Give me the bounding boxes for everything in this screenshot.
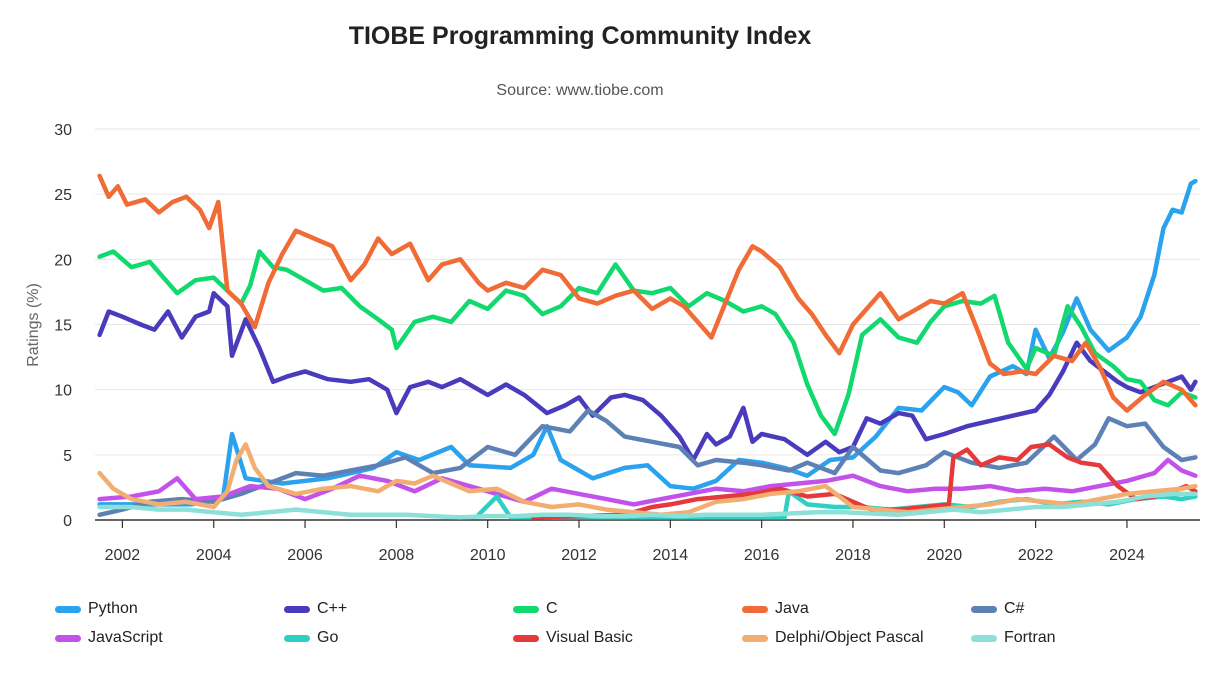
legend-item-delphi-object-pascal[interactable]: Delphi/Object Pascal [742, 625, 924, 651]
legend-item-fortran[interactable]: Fortran [971, 625, 1056, 651]
y-tick-label: 20 [54, 252, 72, 269]
legend-label: Delphi/Object Pascal [775, 629, 924, 646]
legend-item-go[interactable]: Go [284, 625, 338, 651]
legend-label: Python [88, 600, 138, 617]
series-line-visual-basic [531, 442, 1198, 520]
legend: Python C++ C Java C# JavaScript Go Visual Basic… [0, 596, 1217, 656]
legend-label: Visual Basic [546, 629, 633, 646]
legend-swatch [55, 634, 81, 642]
axis-layer: 0 5 10 15 20 25 30 2002 2004 2006 2008 2010 2012 2014… [54, 122, 1200, 564]
x-tick-label: 2008 [379, 547, 415, 564]
y-tick-label: 15 [54, 318, 72, 335]
plot-area: 0 5 10 15 20 25 30 2002 2004 2006 2008 2010 2012 2014… [25, 122, 1200, 564]
legend-swatch [742, 634, 768, 642]
series-line-c- [97, 408, 1198, 518]
x-tick-label: 2016 [744, 547, 780, 564]
legend-label: JavaScript [88, 629, 163, 646]
legend-label: C# [1004, 600, 1025, 617]
legend-label: Fortran [1004, 629, 1056, 646]
grid-layer [95, 128, 1200, 521]
series-line-python [97, 178, 1198, 507]
series-line-java [97, 173, 1198, 413]
x-tick-label: 2006 [287, 547, 323, 564]
legend-item-visual-basic[interactable]: Visual Basic [513, 625, 633, 651]
y-tick-label: 0 [63, 513, 72, 530]
legend-swatch [55, 605, 81, 613]
series-line-fortran [97, 491, 1198, 520]
x-tick-label: 2002 [105, 547, 141, 564]
series-line-delphi-object-pascal [97, 442, 1198, 518]
legend-swatch [284, 634, 310, 642]
legend-item-javascript[interactable]: JavaScript [55, 625, 163, 651]
legend-item-c[interactable]: C [513, 596, 558, 622]
legend-label: C [546, 600, 558, 617]
x-tick-label: 2014 [653, 547, 689, 564]
x-tick-label: 2012 [561, 547, 597, 564]
legend-swatch [284, 605, 310, 613]
legend-swatch [513, 634, 539, 642]
legend-swatch [971, 634, 997, 642]
series-line-c- [97, 290, 1198, 463]
legend-label: Java [775, 600, 809, 617]
chart-title: TIOBE Programming Community Index [348, 22, 812, 50]
series-line-c [97, 249, 1198, 437]
y-axis-title: Ratings (%) [25, 283, 42, 367]
legend-item-c-[interactable]: C# [971, 596, 1024, 622]
x-tick-label: 2010 [470, 547, 506, 564]
y-tick-label: 30 [54, 122, 72, 139]
legend-item-c-[interactable]: C++ [284, 596, 347, 622]
chart-subtitle: Source: www.tiobe.com [496, 82, 664, 99]
x-tick-label: 2018 [835, 547, 871, 564]
y-tick-label: 10 [54, 383, 72, 400]
legend-swatch [742, 605, 768, 613]
legend-item-python[interactable]: Python [55, 596, 138, 622]
x-tick-label: 2004 [196, 547, 232, 564]
y-tick-label: 5 [63, 448, 72, 465]
legend-label: Go [317, 629, 339, 646]
x-tick-label: 2020 [927, 547, 963, 564]
legend-swatch [971, 605, 997, 613]
series-layer [97, 173, 1198, 520]
legend-label: C++ [317, 600, 348, 617]
legend-swatch [513, 605, 539, 613]
x-tick-label: 2024 [1109, 547, 1145, 564]
x-tick-label: 2022 [1018, 547, 1054, 564]
legend-item-java[interactable]: Java [742, 596, 809, 622]
y-tick-label: 25 [54, 187, 72, 204]
